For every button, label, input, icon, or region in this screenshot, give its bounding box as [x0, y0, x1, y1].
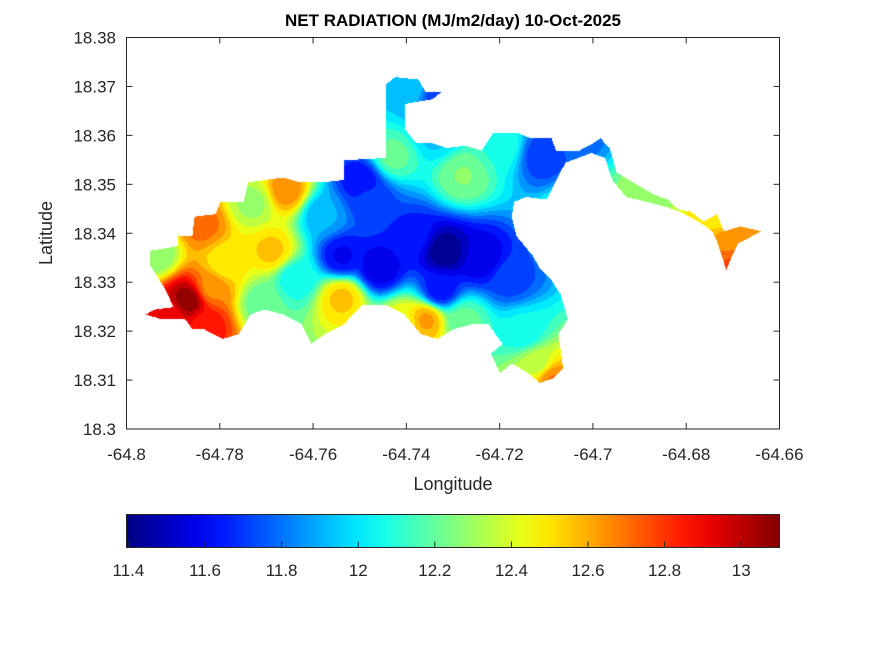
colorbar: 11.4 11.6 11.8 12 12.2 12.4 12.6 12.8 13 — [113, 514, 780, 580]
y-tick-label: 18.32 — [73, 322, 116, 341]
colorbar-tick-label: 11.4 — [113, 561, 145, 580]
plot-area: -64.8 -64.78 -64.76 -64.74 -64.72 -64.7 -64.68… — [73, 29, 803, 465]
y-tick-label: 18.36 — [73, 126, 116, 145]
x-tick-label: -64.76 — [289, 445, 337, 464]
colorbar-tick-label: 12.2 — [418, 561, 451, 580]
y-tick-label: 18.34 — [73, 224, 116, 243]
y-tick-label: 18.38 — [73, 29, 116, 48]
heatmap-layer — [126, 37, 780, 429]
x-tick-label: -64.72 — [476, 445, 524, 464]
colorbar-tick-label: 12 — [349, 561, 368, 580]
y-tick-label: 18.3 — [83, 420, 116, 439]
x-tick-label: -64.68 — [662, 445, 710, 464]
x-tick-label: -64.66 — [755, 445, 803, 464]
y-tick-label: 18.31 — [73, 371, 116, 390]
x-tick-label: -64.7 — [574, 445, 613, 464]
x-axis-label: Longitude — [413, 474, 492, 494]
y-axis-label: Latitude — [36, 201, 56, 265]
y-axis: 18.3 18.31 18.32 18.33 18.34 18.35 18.36 18.37 1… — [73, 29, 780, 439]
colorbar-tick-label: 11.6 — [189, 561, 221, 580]
chart-title: NET RADIATION (MJ/m2/day) 10-Oct-2025 — [285, 11, 621, 30]
heatmap-canvas — [126, 37, 780, 429]
colorbar-tick-label: 11.8 — [266, 561, 298, 580]
x-tick-label: -64.74 — [382, 445, 430, 464]
colorbar-gradient — [126, 514, 780, 548]
colorbar-tick-label: 13 — [732, 561, 751, 580]
y-tick-label: 18.37 — [73, 77, 116, 96]
colorbar-tick-label: 12.6 — [571, 561, 604, 580]
y-tick-label: 18.35 — [73, 175, 116, 194]
x-axis: -64.8 -64.78 -64.76 -64.74 -64.72 -64.7 -64.68… — [107, 37, 804, 464]
colorbar-tick-label: 12.4 — [495, 561, 528, 580]
colorbar-tick-label: 12.8 — [648, 561, 681, 580]
y-tick-label: 18.33 — [73, 273, 116, 292]
x-tick-label: -64.78 — [196, 445, 244, 464]
x-tick-label: -64.8 — [107, 445, 146, 464]
colorbar-ticks: 11.4 11.6 11.8 12 12.2 12.4 12.6 12.8 13 — [113, 541, 751, 580]
